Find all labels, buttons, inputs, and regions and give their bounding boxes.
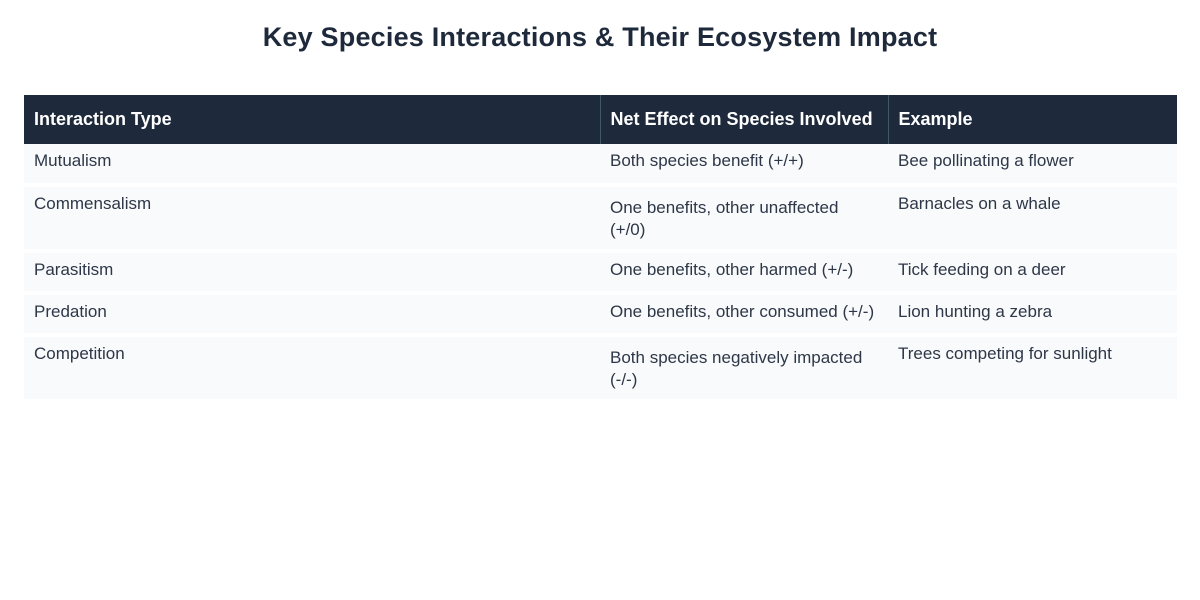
- cell-example: Trees competing for sunlight: [888, 333, 1177, 399]
- table-row: Mutualism Both species benefit (+/+) Bee…: [24, 144, 1177, 185]
- cell-net-effect: Both species benefit (+/+): [600, 144, 888, 185]
- table-row: Competition Both species negatively impa…: [24, 333, 1177, 399]
- header-row: Interaction Type Net Effect on Species I…: [24, 95, 1177, 144]
- table-row: Predation One benefits, other consumed (…: [24, 291, 1177, 335]
- cell-net-effect: One benefits, other consumed (+/-): [600, 291, 888, 335]
- page-title: Key Species Interactions & Their Ecosyst…: [262, 22, 938, 52]
- cell-example: Barnacles on a whale: [888, 183, 1177, 251]
- cell-example: Lion hunting a zebra: [888, 291, 1177, 335]
- cell-interaction-type: Predation: [24, 291, 600, 335]
- cell-interaction-type: Competition: [24, 333, 600, 399]
- cell-example: Tick feeding on a deer: [888, 249, 1177, 293]
- cell-example: Bee pollinating a flower: [888, 144, 1177, 185]
- species-interactions-table: Interaction Type Net Effect on Species I…: [24, 95, 1177, 399]
- cell-net-effect: Both species negatively impacted (-/-): [600, 333, 888, 399]
- cell-net-effect: One benefits, other unaffected (+/0): [600, 183, 888, 251]
- cell-interaction-type: Mutualism: [24, 144, 600, 185]
- cell-net-effect: One benefits, other harmed (+/-): [600, 249, 888, 293]
- table-header: Interaction Type Net Effect on Species I…: [24, 95, 1177, 144]
- header-interaction-type: Interaction Type: [24, 95, 601, 144]
- cell-interaction-type: Commensalism: [24, 183, 600, 251]
- header-net-effect: Net Effect on Species Involved: [600, 95, 889, 144]
- cell-interaction-type: Parasitism: [24, 249, 600, 293]
- header-example: Example: [888, 95, 1177, 144]
- table-row: Parasitism One benefits, other harmed (+…: [24, 249, 1177, 293]
- table-row: Commensalism One benefits, other unaffec…: [24, 183, 1177, 251]
- table-body: Mutualism Both species benefit (+/+) Bee…: [24, 144, 1177, 399]
